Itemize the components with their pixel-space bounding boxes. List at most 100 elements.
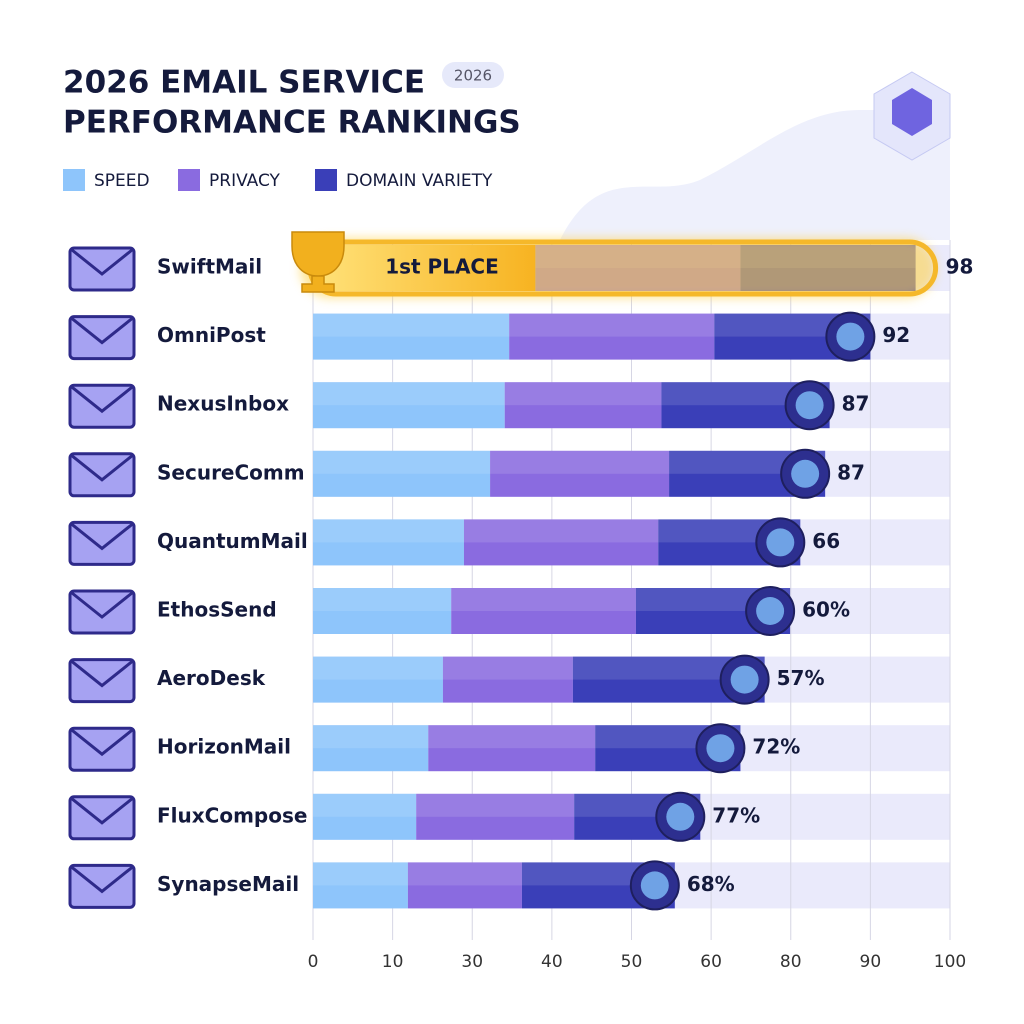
x-tick-label: 40 bbox=[541, 952, 563, 972]
icon-envelope bbox=[68, 589, 136, 635]
total-label: 98 bbox=[946, 255, 974, 279]
icon-flap bbox=[71, 797, 133, 825]
bar-shine bbox=[509, 313, 715, 337]
bar-shine bbox=[463, 519, 659, 543]
icon-envelope bbox=[68, 315, 136, 361]
bar-segment bbox=[442, 656, 573, 703]
icon-flap bbox=[71, 248, 133, 276]
bar-segment bbox=[407, 862, 522, 909]
bar-shine bbox=[490, 450, 670, 474]
badge-bg bbox=[442, 62, 504, 88]
title-line: 2026 EMAIL SERVICE bbox=[63, 65, 425, 101]
category-label: OmniPost bbox=[157, 323, 266, 347]
legend-label: SPEED bbox=[94, 171, 150, 191]
legend-swatch bbox=[315, 169, 337, 191]
icon-flap bbox=[71, 386, 133, 414]
icon-envelope bbox=[68, 246, 136, 292]
bar-segment bbox=[313, 382, 505, 429]
end-badge-core bbox=[791, 459, 820, 488]
total-label: 87 bbox=[842, 392, 870, 416]
bar-segment bbox=[313, 862, 408, 909]
icon-envelope bbox=[68, 795, 136, 841]
total-label: 72% bbox=[752, 735, 800, 759]
title-line: PERFORMANCE RANKINGS bbox=[63, 105, 521, 141]
x-tick-label: 80 bbox=[780, 952, 802, 972]
icon-flap bbox=[71, 317, 133, 345]
bar-shine bbox=[407, 862, 522, 886]
total-label: 92 bbox=[882, 323, 910, 347]
x-tick-label: 10 bbox=[382, 952, 404, 972]
icon-flap bbox=[71, 591, 133, 619]
icon-flap bbox=[71, 660, 133, 688]
x-tick-label: 100 bbox=[934, 952, 966, 972]
x-tick-label: 50 bbox=[621, 952, 643, 972]
bar-shine bbox=[313, 313, 510, 337]
bar-segment bbox=[313, 313, 510, 360]
bar-shine bbox=[416, 793, 575, 817]
icon-envelope bbox=[68, 520, 136, 566]
category-label: SynapseMail bbox=[157, 872, 299, 896]
icon-flap bbox=[71, 729, 133, 757]
icon-envelope bbox=[68, 383, 136, 429]
end-badge-core bbox=[766, 528, 795, 557]
x-tick-label: 60 bbox=[700, 952, 722, 972]
bar-shine bbox=[572, 656, 765, 680]
legend-label: PRIVACY bbox=[209, 171, 281, 191]
end-badge-core bbox=[706, 734, 735, 763]
bar-segment bbox=[313, 725, 429, 772]
legend-swatch bbox=[63, 169, 85, 191]
total-label: 57% bbox=[777, 666, 825, 690]
bar-segment bbox=[451, 588, 636, 634]
end-badge-core bbox=[666, 802, 695, 831]
icon-envelope bbox=[68, 863, 136, 909]
total-label: 77% bbox=[712, 803, 760, 827]
category-label: HorizonMail bbox=[157, 735, 291, 759]
trophy bbox=[291, 231, 345, 293]
bar-shine bbox=[313, 862, 408, 886]
end-badge-core bbox=[756, 597, 785, 625]
total-label: 66 bbox=[812, 529, 840, 553]
legend-label: DOMAIN VARIETY bbox=[346, 171, 493, 191]
bar-shine bbox=[313, 656, 443, 680]
bar-shine bbox=[451, 588, 636, 611]
icon-flap bbox=[71, 454, 133, 482]
icon-envelope bbox=[68, 726, 136, 772]
gold-plate bbox=[313, 245, 536, 291]
bar-segment bbox=[509, 313, 715, 360]
bar-segment bbox=[463, 519, 659, 566]
badge: 2026 bbox=[454, 67, 492, 85]
bar-shine bbox=[313, 450, 491, 474]
icon-flap bbox=[71, 866, 133, 894]
icon-envelope bbox=[68, 658, 136, 704]
bar-shine bbox=[442, 656, 573, 680]
icon-envelope bbox=[68, 452, 136, 498]
x-tick-label: 30 bbox=[461, 952, 483, 972]
bar-segment bbox=[313, 519, 464, 566]
category-label: FluxCompose bbox=[157, 803, 307, 827]
bar-segment bbox=[490, 450, 670, 497]
bar-shine bbox=[313, 725, 429, 749]
legend-swatch bbox=[178, 169, 200, 191]
bar-shine bbox=[313, 382, 505, 406]
bar-shine bbox=[313, 793, 417, 817]
category-label: SwiftMail bbox=[157, 255, 262, 279]
x-tick-label: 90 bbox=[860, 952, 882, 972]
x-tick-label: 0 bbox=[308, 952, 319, 972]
bar-shine bbox=[313, 588, 452, 611]
decor-cube bbox=[892, 88, 932, 136]
end-badge-core bbox=[640, 871, 669, 900]
category-label: QuantumMail bbox=[157, 529, 308, 553]
total-label: 87 bbox=[837, 460, 865, 484]
category-label: AeroDesk bbox=[157, 666, 266, 690]
category-label: EthosSend bbox=[157, 598, 277, 622]
end-badge-core bbox=[730, 665, 759, 694]
total-label: 60% bbox=[802, 598, 850, 622]
bar-segment bbox=[313, 656, 443, 703]
bar-segment bbox=[416, 793, 575, 840]
annotation: 1st PLACE bbox=[385, 255, 499, 279]
total-label: 68% bbox=[687, 872, 735, 896]
bar-segment bbox=[313, 450, 491, 497]
bar-shine bbox=[504, 382, 662, 406]
category-label: NexusInbox bbox=[157, 392, 289, 416]
